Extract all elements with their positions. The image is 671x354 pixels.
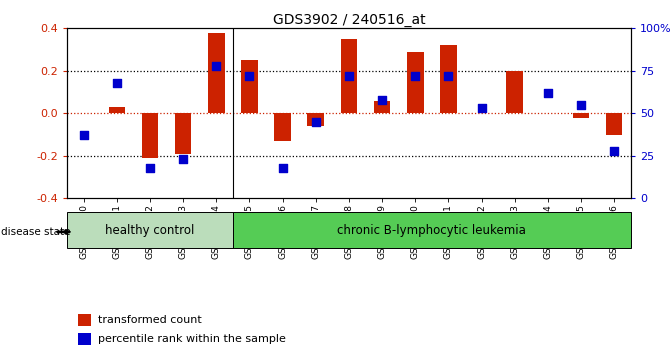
- Bar: [233, 212, 631, 248]
- Point: [410, 73, 421, 79]
- Point: [376, 97, 387, 103]
- Point: [609, 148, 619, 154]
- Bar: [507, 71, 523, 113]
- Text: chronic B-lymphocytic leukemia: chronic B-lymphocytic leukemia: [338, 224, 526, 236]
- Point: [576, 102, 586, 108]
- Bar: [374, 101, 391, 113]
- Point: [476, 105, 487, 111]
- Bar: [274, 113, 291, 141]
- Bar: [109, 107, 125, 113]
- Point: [79, 132, 89, 138]
- Bar: [79, 333, 91, 346]
- Bar: [79, 314, 91, 326]
- Point: [542, 90, 553, 96]
- Point: [443, 73, 454, 79]
- Bar: [208, 33, 225, 113]
- Bar: [407, 52, 423, 113]
- Text: healthy control: healthy control: [105, 224, 195, 236]
- Title: GDS3902 / 240516_at: GDS3902 / 240516_at: [272, 13, 425, 27]
- Point: [244, 73, 255, 79]
- Bar: [175, 113, 191, 154]
- Bar: [573, 113, 589, 118]
- Bar: [241, 60, 258, 113]
- Point: [277, 165, 288, 171]
- Point: [344, 73, 354, 79]
- Bar: [341, 39, 357, 113]
- Bar: [67, 212, 233, 248]
- Bar: [440, 45, 457, 113]
- Point: [311, 119, 321, 125]
- Text: disease state: disease state: [1, 227, 71, 237]
- Point: [111, 80, 122, 86]
- Point: [145, 165, 156, 171]
- Bar: [142, 113, 158, 158]
- Bar: [307, 113, 324, 126]
- Text: percentile rank within the sample: percentile rank within the sample: [98, 335, 286, 344]
- Point: [211, 63, 221, 69]
- Point: [178, 156, 189, 162]
- Text: transformed count: transformed count: [98, 315, 202, 325]
- Bar: [606, 113, 623, 135]
